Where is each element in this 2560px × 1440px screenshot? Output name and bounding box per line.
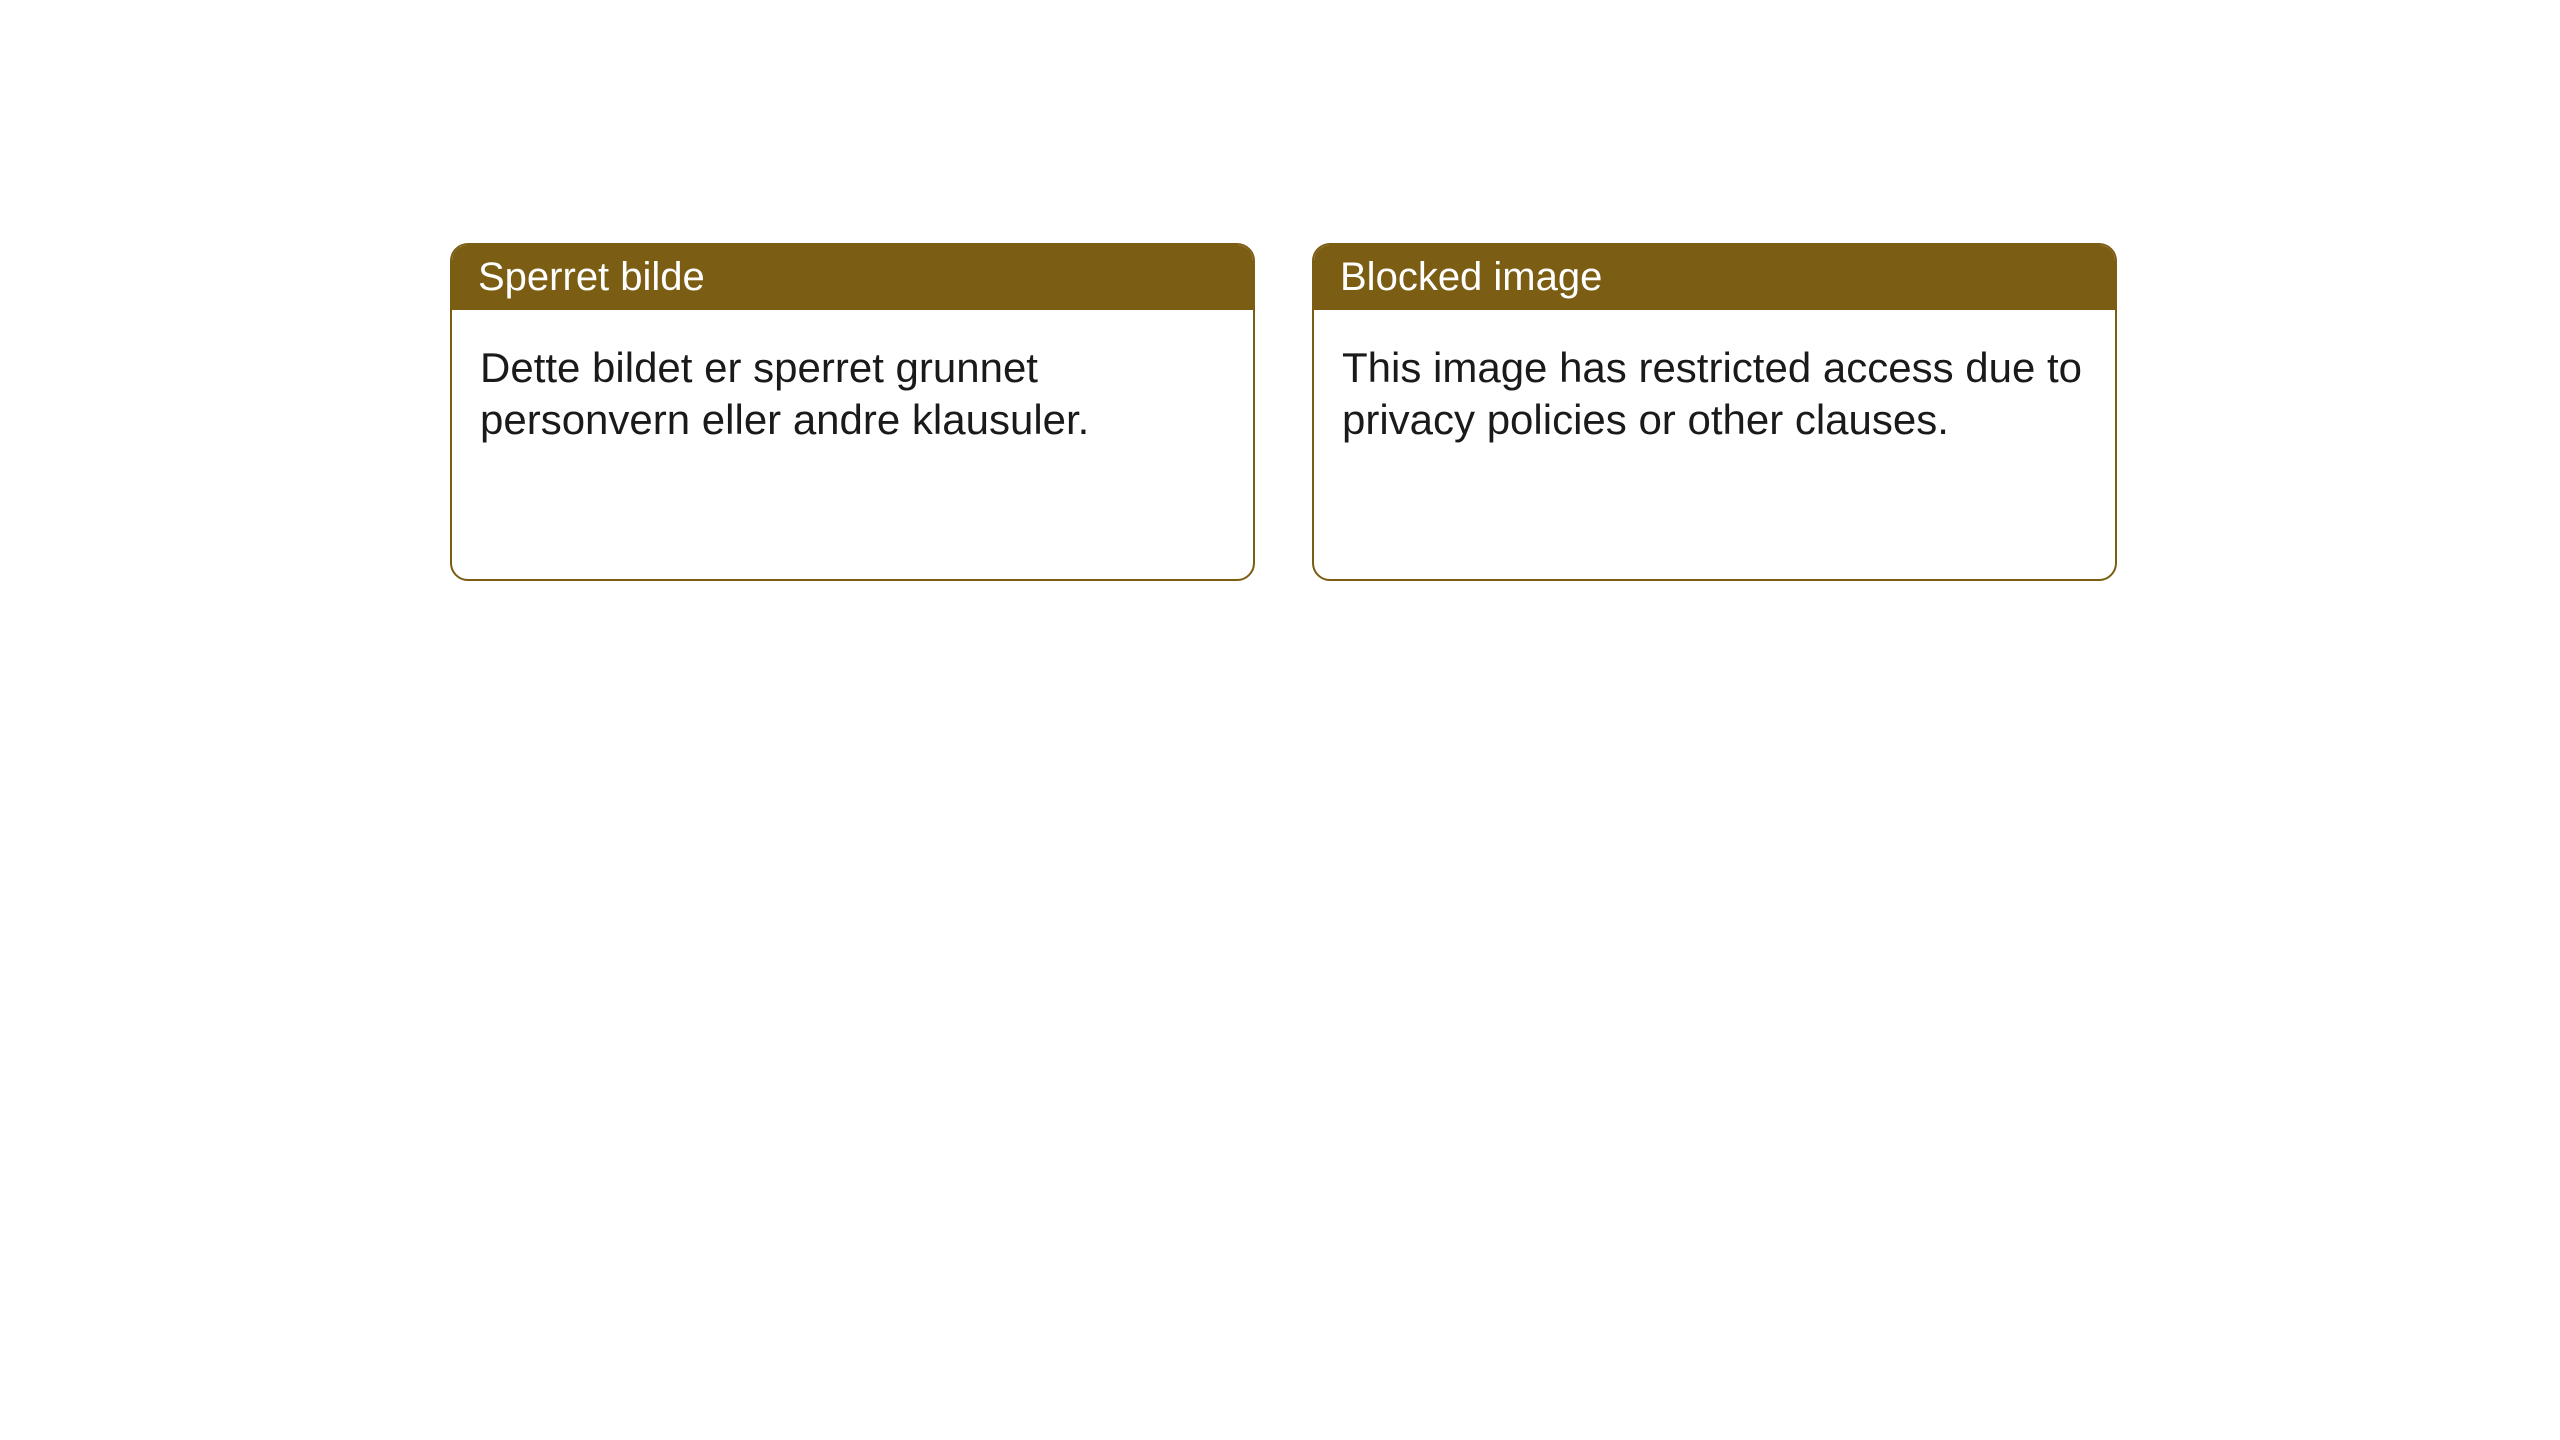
- notice-title: Blocked image: [1340, 255, 1602, 299]
- notice-card-norwegian: Sperret bilde Dette bildet er sperret gr…: [450, 243, 1255, 581]
- notice-header: Blocked image: [1314, 245, 2115, 310]
- notice-body: Dette bildet er sperret grunnet personve…: [452, 310, 1253, 478]
- notice-card-english: Blocked image This image has restricted …: [1312, 243, 2117, 581]
- notice-container: Sperret bilde Dette bildet er sperret gr…: [450, 243, 2117, 581]
- notice-body-text: Dette bildet er sperret grunnet personve…: [480, 344, 1089, 443]
- notice-body: This image has restricted access due to …: [1314, 310, 2115, 478]
- notice-body-text: This image has restricted access due to …: [1342, 344, 2082, 443]
- notice-header: Sperret bilde: [452, 245, 1253, 310]
- notice-title: Sperret bilde: [478, 255, 705, 299]
